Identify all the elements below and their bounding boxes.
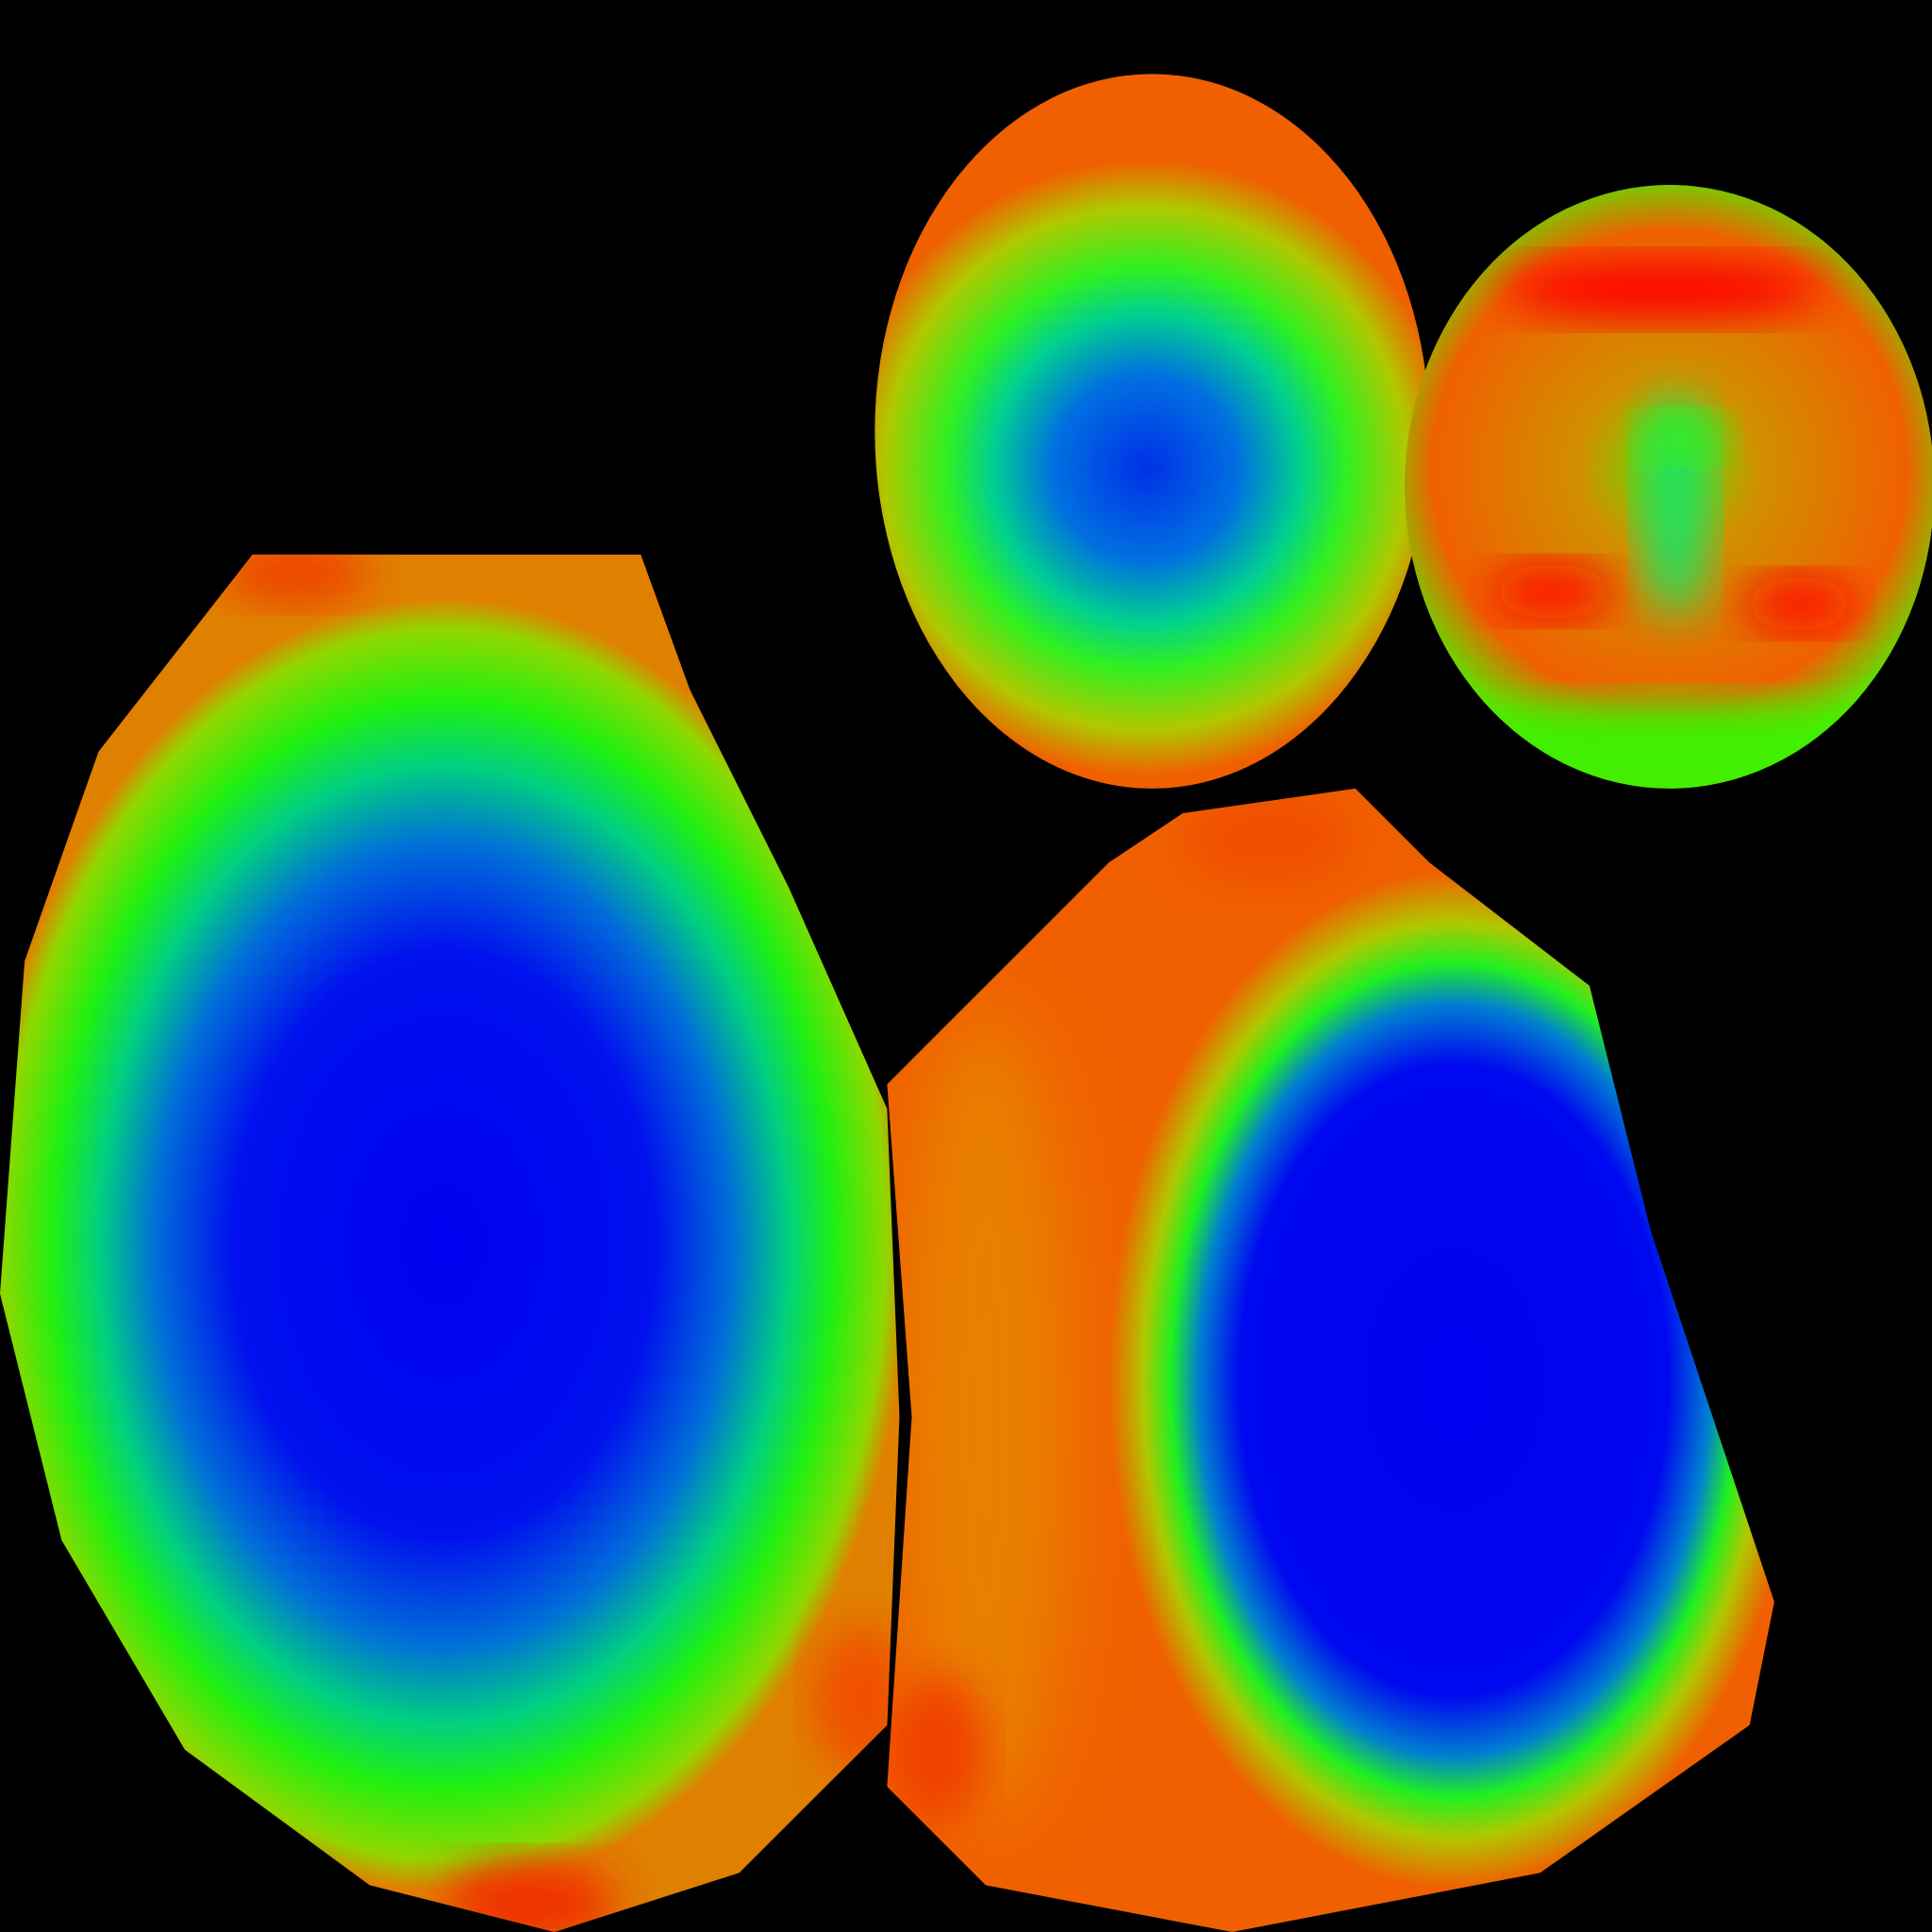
- left-region: [0, 554, 900, 1932]
- right-head-region: [1404, 184, 1932, 789]
- bottom-region: [887, 788, 1774, 1932]
- top-head-region: [874, 74, 1430, 789]
